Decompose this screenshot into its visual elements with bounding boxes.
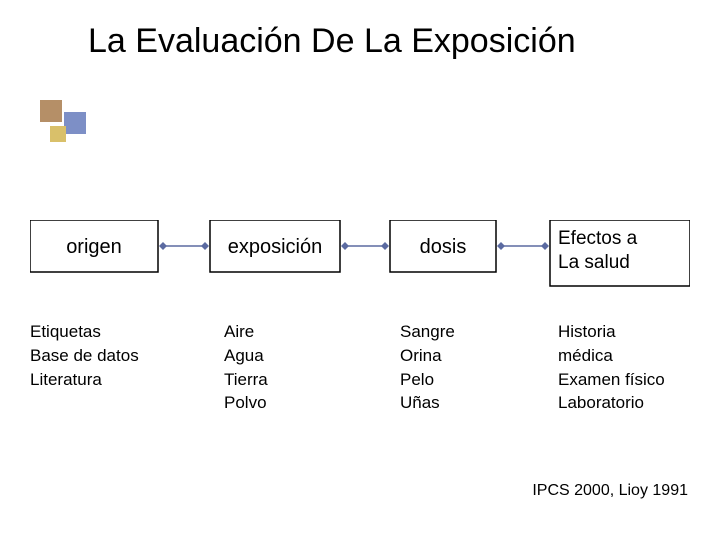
list-item: Pelo [400, 368, 455, 392]
list-item: Agua [224, 344, 268, 368]
lists-row: EtiquetasBase de datosLiteratura AireAgua… [30, 320, 690, 460]
list-item: Laboratorio [558, 391, 665, 415]
list-item: Orina [400, 344, 455, 368]
list-item: Sangre [400, 320, 455, 344]
page-title: La Evaluación De La Exposición [88, 20, 588, 63]
decor-square-icon [50, 126, 66, 142]
flowchart-svg: origen exposición dosis Efectos a La salud [30, 220, 690, 310]
flow-node-label: exposición [228, 236, 323, 258]
list-item: Examen físico [558, 368, 665, 392]
list-item: médica [558, 344, 665, 368]
list-item: Polvo [224, 391, 268, 415]
flowchart: origen exposición dosis Efectos a La salud [30, 220, 690, 310]
flow-node-label: La salud [558, 252, 630, 273]
citation: IPCS 2000, Lioy 1991 [532, 482, 688, 500]
flow-edge-cap-icon [541, 242, 549, 250]
list-item: Base de datos [30, 344, 139, 368]
flow-node-label: dosis [420, 236, 467, 258]
title-wrap: La Evaluación De La Exposición [88, 20, 588, 63]
flow-edge-cap-icon [381, 242, 389, 250]
list-column: EtiquetasBase de datosLiteratura [30, 320, 139, 391]
list-item: Tierra [224, 368, 268, 392]
list-column: AireAguaTierraPolvo [224, 320, 268, 415]
title-decor [40, 100, 100, 160]
decor-square-icon [40, 100, 62, 122]
list-column: HistoriamédicaExamen físicoLaboratorio [558, 320, 665, 415]
list-item: Literatura [30, 368, 139, 392]
flow-edge-cap-icon [159, 242, 167, 250]
flow-edge-cap-icon [201, 242, 209, 250]
decor-square-icon [64, 112, 86, 134]
flow-edge-cap-icon [341, 242, 349, 250]
list-item: Aire [224, 320, 268, 344]
list-item: Historia [558, 320, 665, 344]
list-item: Etiquetas [30, 320, 139, 344]
flow-node-label: origen [66, 236, 122, 258]
flow-node-label: Efectos a [558, 228, 638, 249]
list-column: SangreOrinaPeloUñas [400, 320, 455, 415]
list-item: Uñas [400, 391, 455, 415]
flow-edge-cap-icon [497, 242, 505, 250]
